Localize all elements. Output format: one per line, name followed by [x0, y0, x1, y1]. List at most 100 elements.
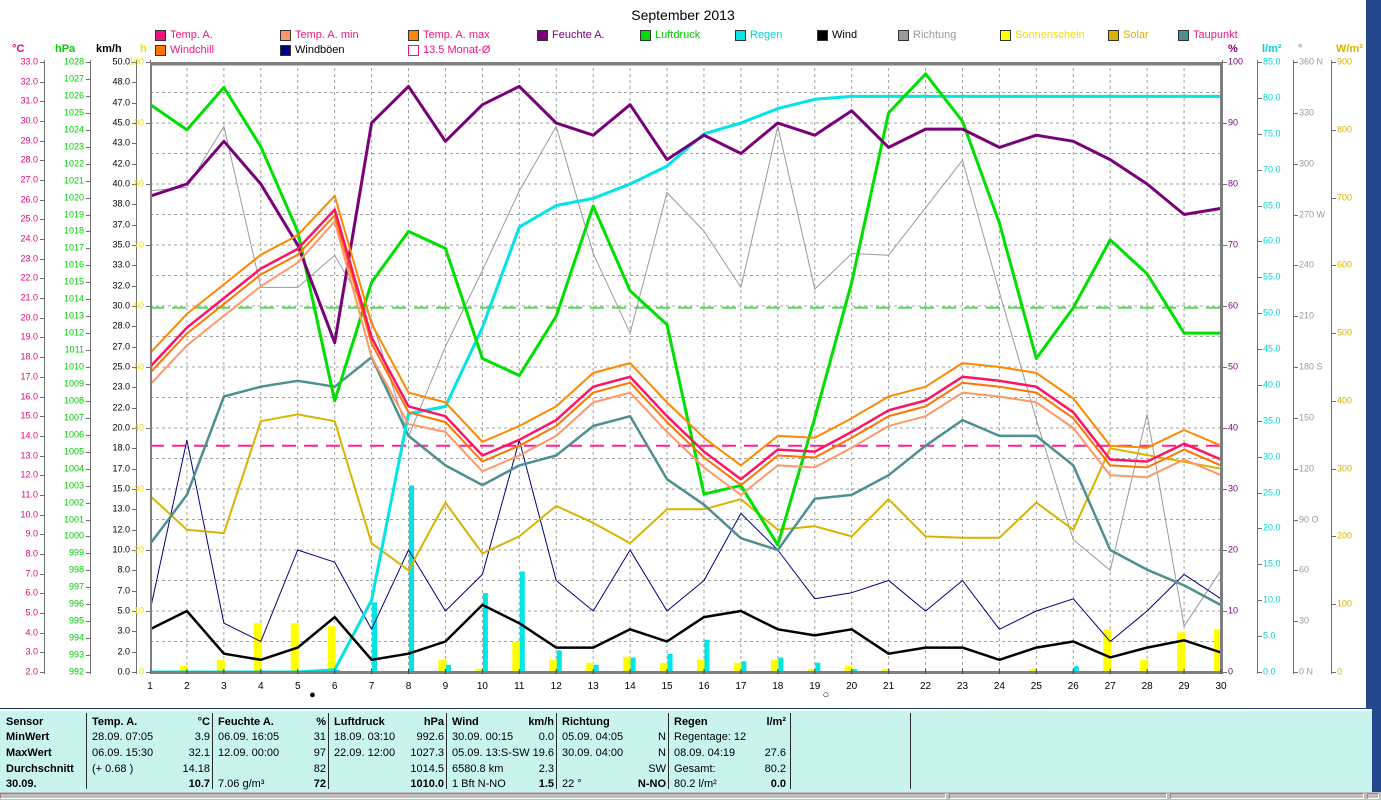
humidity-axis-tickmark	[1223, 428, 1227, 429]
solar-series	[150, 413, 1222, 572]
table-row: Temp. A. °C	[92, 714, 210, 730]
pressure-axis-tickmark	[86, 417, 90, 419]
table-cell-value: N	[658, 731, 666, 744]
legend-item-windb-en[interactable]: Windböen	[280, 44, 345, 56]
rain-axis-tick: 10.0	[1263, 594, 1281, 605]
wind-axis-tick: 2.0	[117, 646, 130, 657]
sunshine-axis-tick: 40	[133, 422, 144, 433]
pressure-axis-tick: 1022	[63, 158, 84, 169]
sunshine-axis-tickmark	[146, 550, 150, 551]
legend-item-solar[interactable]: Solar	[1108, 29, 1149, 41]
direction-axis-tick: 300	[1299, 158, 1315, 169]
temp-axis-tick: 30.0	[20, 115, 38, 126]
wind-axis-tickmark	[132, 184, 136, 185]
pressure-axis-tickmark	[86, 62, 90, 63]
table-divider	[86, 713, 87, 789]
wind-axis-tick: 0.0	[117, 666, 130, 677]
day-label-26: 26	[1067, 681, 1079, 692]
table-cell-label: 7.06 g/m³	[218, 778, 265, 791]
table-row: MaxWert	[6, 745, 84, 761]
temp-axis-tickmark	[40, 62, 44, 63]
wind-axis-tick: 45.0	[112, 117, 130, 128]
legend-label: Temp. A. min	[295, 29, 359, 41]
regen-tag-bar	[372, 602, 378, 672]
wind-axis-tickmark	[132, 143, 136, 145]
legend-item-temp-a-max[interactable]: Temp. A. max	[408, 29, 490, 41]
day-label-9: 9	[442, 681, 449, 692]
legend-item-windchill[interactable]: Windchill	[155, 44, 214, 56]
legend-label: Richtung	[913, 29, 957, 41]
direction-axis-tick: 60	[1299, 564, 1310, 575]
table-divider	[446, 713, 447, 789]
legend-swatch	[155, 29, 166, 41]
rain-axis-tick: 50.0	[1263, 307, 1281, 318]
temp-axis-tick: 14.0	[20, 430, 38, 441]
pressure-axis-unit: hPa	[55, 43, 76, 55]
rain-axis-tickmark	[1258, 636, 1262, 638]
wind-axis-tickmark	[132, 631, 136, 633]
pressure-axis-tickmark	[86, 519, 90, 521]
direction-axis-tickmark	[1294, 265, 1298, 267]
full-moon-icon: ○	[822, 689, 830, 701]
table-row: 22.09. 12:00 1027.3	[334, 745, 444, 761]
pressure-axis-tick: 996	[68, 598, 84, 609]
pressure-axis-tick: 1001	[63, 514, 84, 524]
wind-series	[150, 603, 1222, 662]
regen-tag-bar	[519, 571, 525, 672]
temp-axis-tickmark	[40, 612, 44, 614]
legend-item-luftdruck[interactable]: Luftdruck	[640, 29, 700, 41]
wind-axis-tick: 22.0	[112, 402, 130, 413]
humidity-axis-tick: 100	[1228, 56, 1244, 67]
direction-axis-tick: 30	[1299, 615, 1310, 626]
pressure-axis-tick: 999	[68, 547, 84, 558]
day-label-14: 14	[624, 681, 636, 692]
wind-axis-tick: 35.0	[112, 239, 130, 250]
wind-axis-tickmark	[132, 509, 136, 511]
rain-axis-tickmark	[1258, 169, 1262, 171]
legend-item-temp-a-[interactable]: Temp. A.	[155, 29, 213, 41]
legend-item-taupunkt[interactable]: Taupunkt	[1178, 29, 1238, 41]
wind-axis-tick: 5.0	[117, 605, 130, 616]
rain-axis-tickmark	[1258, 133, 1262, 135]
wind-axis-tickmark	[132, 163, 136, 165]
legend-swatch	[817, 29, 828, 41]
temp-axis-tick: 18.0	[20, 351, 38, 362]
day-label-12: 12	[550, 681, 562, 692]
table-divider	[910, 713, 911, 789]
table-cell-value: %	[316, 715, 326, 728]
wind-axis-tick: 15.0	[112, 483, 130, 494]
solar-axis-tickmark	[1332, 333, 1336, 335]
table-cell-value: 14.18	[182, 762, 210, 775]
table-cell-value: 19.6	[532, 746, 554, 759]
table-row: 06.09. 16:05 31	[218, 730, 326, 746]
legend-item-regen[interactable]: Regen	[735, 29, 782, 41]
sonnenschein-bar	[586, 662, 595, 672]
legend-item-wind[interactable]: Wind	[817, 29, 857, 41]
wind-axis-tickmark	[132, 204, 136, 206]
pressure-axis-tickmark	[86, 180, 90, 182]
solar-axis-tick: 900	[1337, 56, 1353, 67]
table-cell-label: 18.09. 03:10	[334, 731, 396, 744]
table-row: 6580.8 km 2.3	[452, 761, 554, 777]
legend-item-feuchte-a-[interactable]: Feuchte A.	[537, 29, 605, 41]
regen-tag-bar	[630, 657, 636, 672]
temp-axis-tickmark	[40, 239, 44, 241]
legend-item-sonnenschein[interactable]: Sonnenschein	[1000, 29, 1085, 41]
day-label-5: 5	[294, 681, 301, 692]
wind-axis-tick: 27.0	[112, 341, 130, 352]
pressure-axis-tick: 1026	[63, 90, 84, 101]
pressure-axis-tickmark	[86, 350, 90, 352]
temp-axis-tickmark	[40, 573, 44, 575]
legend-item-richtung[interactable]: Richtung	[898, 29, 956, 41]
table-cell-value: 32.1	[188, 746, 210, 759]
table-row: 28.09. 07:05 3.9	[92, 730, 210, 746]
sonnenschein-bar	[696, 659, 705, 672]
legend-item-13-5-monat-[interactable]: 13.5 Monat-Ø	[408, 44, 490, 56]
temp-axis-tickmark	[40, 258, 44, 260]
plot-area[interactable]	[150, 62, 1224, 675]
table-row: SW	[562, 761, 666, 777]
table-col-wind: Wind km/h 30.09. 00:15 0.0 05.09. 13:S-SW 19.…	[452, 714, 554, 792]
legend-item-temp-a-min[interactable]: Temp. A. min	[280, 29, 359, 41]
wind-axis-tickmark	[132, 306, 136, 307]
sonnenschein-bar	[1029, 668, 1038, 672]
